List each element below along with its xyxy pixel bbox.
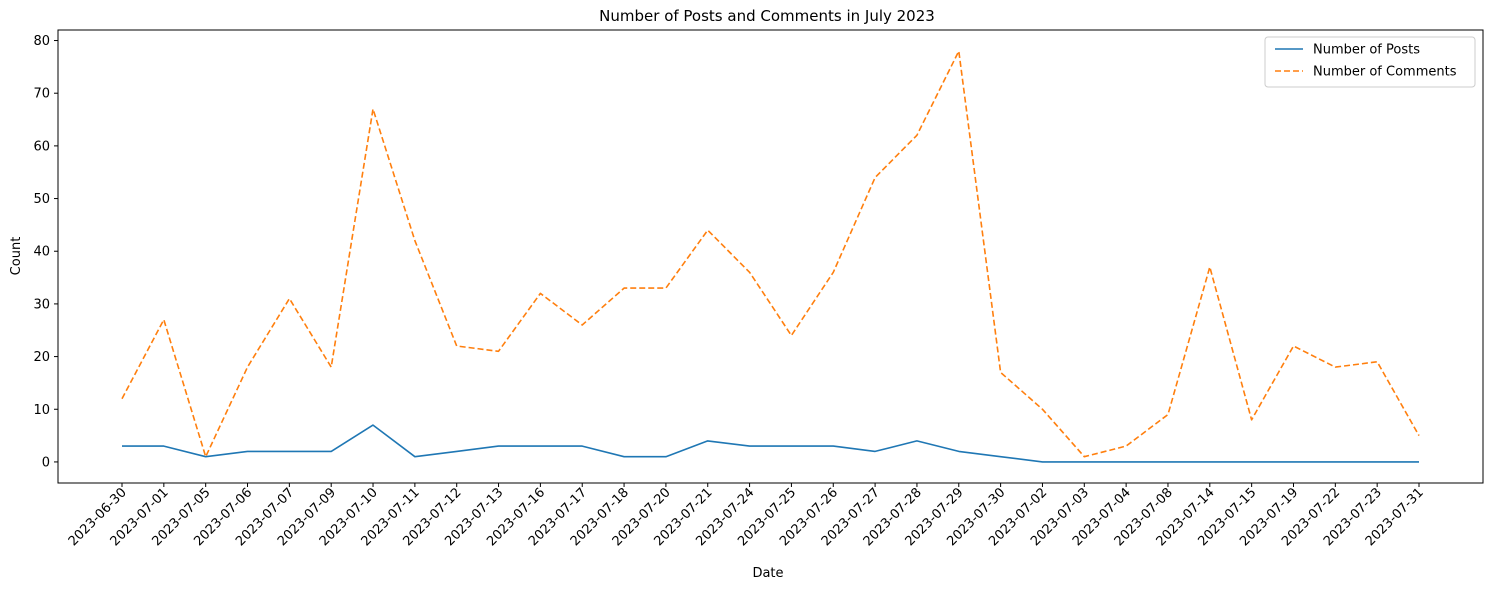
y-tick-label: 10 bbox=[33, 403, 50, 418]
legend-box bbox=[1264, 36, 1476, 88]
x-axis-title: Date bbox=[752, 566, 783, 581]
y-tick-label: 50 bbox=[33, 192, 50, 207]
plot-area bbox=[57, 29, 1484, 484]
y-tick-label: 30 bbox=[33, 297, 50, 312]
x-axis: 2023-06-302023-07-012023-07-052023-07-06… bbox=[66, 483, 1427, 549]
chart-title: Number of Posts and Comments in July 202… bbox=[599, 7, 935, 25]
series-line-number-of-comments bbox=[121, 50, 1420, 458]
y-tick-label: 40 bbox=[33, 245, 50, 260]
series-layer bbox=[121, 50, 1420, 463]
series-line-number-of-posts bbox=[122, 424, 1419, 463]
y-tick-label: 0 bbox=[42, 455, 50, 470]
y-tick-label: 70 bbox=[33, 87, 50, 102]
y-tick-label: 20 bbox=[33, 350, 50, 365]
y-tick-label: 80 bbox=[33, 34, 50, 49]
plot-frame bbox=[57, 29, 1484, 484]
legend: Number of Posts Number of Comments bbox=[1264, 36, 1476, 88]
y-axis-title: Count bbox=[9, 237, 24, 276]
legend-label: Number of Comments bbox=[1313, 65, 1457, 80]
y-axis: 0 10 20 30 40 50 60 70 80 bbox=[33, 34, 58, 470]
y-tick-label: 60 bbox=[33, 139, 50, 154]
legend-label: Number of Posts bbox=[1313, 43, 1420, 58]
